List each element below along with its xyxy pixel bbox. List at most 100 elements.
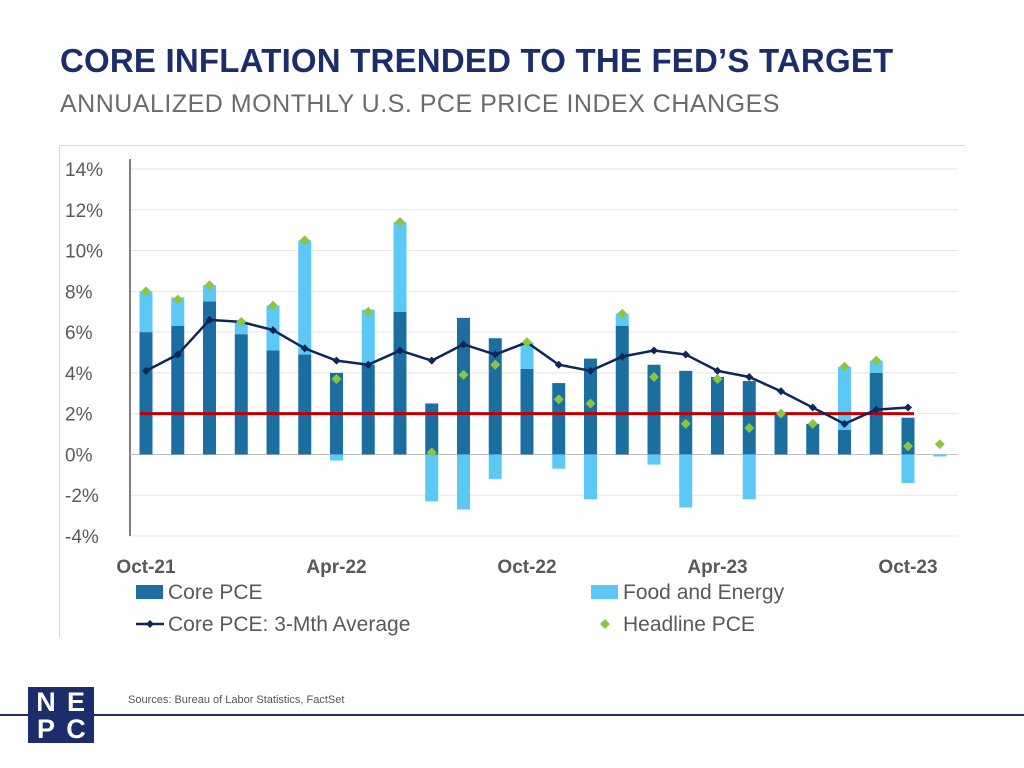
average-point — [777, 387, 785, 396]
headline-pce-marker — [553, 394, 564, 405]
average-point — [364, 360, 373, 369]
average-point — [618, 352, 627, 361]
x-tick-label: Apr-23 — [687, 557, 747, 578]
average-point — [808, 403, 817, 412]
food-energy-bar — [425, 454, 439, 502]
y-tick-label: 10% — [65, 242, 103, 263]
y-tick-label: 4% — [65, 364, 93, 385]
food-energy-bar — [933, 454, 947, 457]
average-point — [142, 366, 150, 375]
headline-pce-marker — [172, 294, 183, 305]
headline-pce-marker — [331, 374, 342, 385]
food-energy-bar — [457, 454, 470, 510]
pce-chart: 14% 12% 10% 8% 6% 4% 2% 0% -2% -4% Oct-21 Apr-22 Oct… — [65, 159, 958, 636]
page-subtitle: ANNUALIZED MONTHLY U.S. PCE PRICE INDEX … — [60, 90, 780, 118]
legend-swatch — [600, 619, 610, 629]
core-pce-bar — [298, 354, 312, 455]
y-tick-label: 12% — [65, 201, 103, 222]
core-pce-bar — [774, 413, 788, 455]
core-pce-bar — [171, 325, 185, 455]
logo-letter-n: N — [36, 687, 56, 717]
core-pce-bar — [488, 338, 502, 455]
core-pce-bar — [457, 317, 470, 455]
headline-pce-marker — [458, 369, 469, 380]
footer-rule — [0, 714, 1024, 716]
x-tick-label: Oct-22 — [497, 557, 556, 578]
average-point — [459, 340, 468, 349]
average-point — [332, 356, 341, 365]
page-title: CORE INFLATION TRENDED TO THE FED’S TARG… — [60, 42, 894, 79]
headline-pce-marker — [649, 371, 659, 382]
x-tick-label: Apr-22 — [306, 557, 366, 578]
legend-swatch — [591, 585, 618, 599]
headline-pce-marker — [268, 300, 278, 311]
average-point — [586, 366, 595, 375]
y-tick-label: 2% — [65, 405, 93, 426]
core-pce-bar — [139, 332, 153, 455]
headline-pce-marker — [490, 359, 501, 370]
core-pce-bar — [266, 350, 280, 455]
x-tick-label: Oct-23 — [878, 557, 937, 578]
headline-pce-marker — [712, 374, 723, 385]
core-pce-bar — [742, 381, 756, 455]
core-pce-bar — [806, 423, 820, 455]
average-point — [205, 315, 214, 324]
headline-pce-marker — [299, 235, 310, 246]
chart-frame: 14% 12% 10% 8% 6% 4% 2% 0% -2% -4% Oct-21 Apr-22 Oct… — [59, 145, 965, 637]
food-energy-bar — [234, 321, 248, 335]
headline-pce-marker — [871, 355, 882, 366]
headline-pce-marker — [585, 398, 596, 409]
food-energy-bar — [552, 454, 566, 469]
core-pce-bar — [234, 334, 248, 455]
y-tick-label: 0% — [65, 445, 93, 466]
y-tick-label: 14% — [65, 160, 103, 181]
average-point — [427, 356, 436, 365]
core-pce-bar — [393, 311, 407, 455]
x-tick-label: Oct-21 — [116, 557, 176, 578]
legend-label: Headline PCE — [623, 613, 755, 636]
core-pce-bar — [838, 429, 851, 455]
legend-label: Core PCE — [168, 581, 263, 604]
average-point — [491, 350, 500, 359]
food-energy-bar — [679, 454, 693, 508]
average-point — [872, 405, 881, 414]
core-pce-bar — [615, 325, 629, 455]
headline-pce-marker — [522, 337, 532, 348]
average-point — [173, 350, 182, 359]
food-energy-bar — [488, 454, 502, 479]
food-energy-bar — [393, 222, 407, 312]
food-energy-bar — [171, 297, 185, 326]
average-point — [396, 346, 404, 355]
food-energy-bar — [139, 291, 153, 333]
source-note: Sources: Bureau of Labor Statistics, Fac… — [128, 694, 345, 706]
food-energy-bar — [330, 454, 343, 461]
headline-pce-marker — [839, 361, 850, 372]
headline-pce-marker — [934, 439, 945, 450]
headline-pce-marker — [807, 418, 818, 429]
food-energy-bar — [615, 313, 629, 326]
y-tick-label: -4% — [65, 527, 99, 548]
headline-pce-marker — [395, 217, 405, 228]
core-pce-bar — [520, 368, 534, 455]
y-tick-label: 6% — [65, 323, 93, 344]
legend-swatch-marker — [146, 620, 154, 628]
core-pce-bar — [647, 364, 661, 455]
food-energy-bar — [584, 454, 597, 500]
food-energy-bar — [361, 309, 375, 365]
headline-pce-marker — [617, 308, 628, 319]
legend-label: Food and Energy — [623, 581, 785, 604]
headline-pce-marker — [236, 316, 247, 327]
food-energy-bar — [647, 454, 661, 465]
average-point — [745, 372, 754, 381]
core-pce-bar — [203, 301, 216, 455]
core-pce-bar — [552, 383, 566, 455]
legend-swatch — [136, 585, 163, 599]
headline-pce-marker — [776, 408, 786, 419]
food-energy-bar — [742, 454, 756, 500]
average-point — [269, 326, 277, 335]
logo-letter-c: C — [66, 714, 86, 744]
y-tick-label: -2% — [65, 486, 99, 507]
y-tick-label: 8% — [65, 282, 93, 303]
average-point — [713, 366, 722, 375]
logo-letter-p: P — [36, 714, 55, 744]
